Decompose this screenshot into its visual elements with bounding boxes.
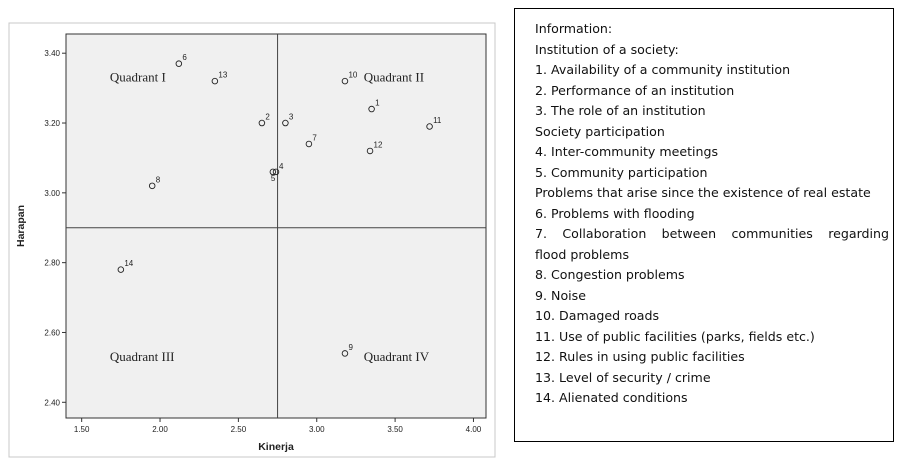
x-tick-label: 3.00 xyxy=(309,425,325,434)
data-point xyxy=(366,147,374,155)
data-point-label: 7 xyxy=(312,133,317,142)
information-legend-box: Information: Institution of a society: 1. … xyxy=(514,8,894,442)
x-tick-label: 2.50 xyxy=(231,425,247,434)
quadrant-label: Quadrant III xyxy=(110,349,175,364)
data-point-label: 13 xyxy=(218,71,227,80)
scatter-chart: 1.50 2.00 2.50 3.00 3.50 4.00 2.40 2.60 2.80 3.00… xyxy=(8,22,498,460)
info-line: 9. Noise xyxy=(535,287,586,303)
y-tick-label: 3.40 xyxy=(44,49,60,58)
data-point-label: 6 xyxy=(182,53,187,62)
info-line: 11. Use of public facilities (parks, fie… xyxy=(535,328,815,344)
data-point-label: 2 xyxy=(265,113,270,122)
data-point xyxy=(211,77,219,85)
quadrant-label: Quadrant II xyxy=(364,70,424,85)
data-point xyxy=(175,60,183,67)
x-tick-label: 3.50 xyxy=(387,425,403,434)
info-line: 6. Problems with flooding xyxy=(535,205,695,221)
data-point xyxy=(148,182,156,190)
x-tick-label: 2.00 xyxy=(152,425,168,434)
x-tick-label: 1.50 xyxy=(74,425,90,434)
plot-area xyxy=(65,33,487,419)
info-line: 4. Inter-community meetings xyxy=(535,144,719,159)
info-line: Society participation xyxy=(535,123,665,139)
quadrant-label: Quadrant I xyxy=(110,70,166,85)
data-point xyxy=(117,266,125,273)
info-line: 10. Damaged roads xyxy=(535,308,660,323)
y-axis-title: Harapan xyxy=(15,205,27,247)
data-point xyxy=(341,350,349,357)
info-line: 8. Congestion problems xyxy=(535,267,685,282)
data-point xyxy=(272,168,280,176)
data-point xyxy=(269,168,277,176)
data-point xyxy=(341,77,349,85)
data-point xyxy=(258,119,266,127)
data-point-label: 5 xyxy=(271,174,276,183)
info-line: 2. Performance of an institution xyxy=(535,82,735,98)
data-point-label: 9 xyxy=(348,343,353,352)
scatter-chart-svg: 1.50 2.00 2.50 3.00 3.50 4.00 2.40 2.60 2.80 3.00… xyxy=(8,22,496,458)
y-tick-label: 3.00 xyxy=(44,189,60,198)
info-line: 5. Community participation xyxy=(535,164,708,180)
data-point xyxy=(282,119,289,127)
x-tick-label: 4.00 xyxy=(466,425,482,434)
info-line: 3. The role of an institution xyxy=(535,103,706,118)
y-tick-label: 2.60 xyxy=(44,328,60,337)
data-point xyxy=(426,123,433,130)
data-point-label: 4 xyxy=(279,162,284,171)
info-line: Institution of a society: xyxy=(535,41,679,57)
y-tick-label: 2.80 xyxy=(44,259,60,268)
info-line: 14. Alienated conditions xyxy=(535,390,688,405)
data-point-label: 10 xyxy=(348,71,357,80)
info-line: 1. Availability of a community instituti… xyxy=(535,62,791,77)
info-line: flood problems xyxy=(535,246,630,262)
y-tick-label: 3.20 xyxy=(44,119,60,128)
info-line: 12. Rules in using public facilities xyxy=(535,349,745,364)
info-line: Information: xyxy=(535,21,613,36)
data-point-label: 8 xyxy=(156,175,161,184)
quadrant-label: Quadrant IV xyxy=(364,349,430,364)
data-point xyxy=(368,105,375,113)
y-tick-label: 2.40 xyxy=(44,398,60,407)
data-point-label: 3 xyxy=(289,113,294,122)
info-line: 13. Level of security / crime xyxy=(535,369,711,385)
data-point-label: 14 xyxy=(124,259,133,268)
info-line: Problems that arise since the existence … xyxy=(535,185,871,200)
x-axis-title: Kinerja xyxy=(258,441,294,453)
data-point-label: 1 xyxy=(375,99,380,108)
data-point-label: 12 xyxy=(374,140,383,149)
info-line: 7. Collaboration between communities reg… xyxy=(535,226,889,241)
data-point-label: 11 xyxy=(433,116,442,125)
data-point xyxy=(305,140,313,148)
